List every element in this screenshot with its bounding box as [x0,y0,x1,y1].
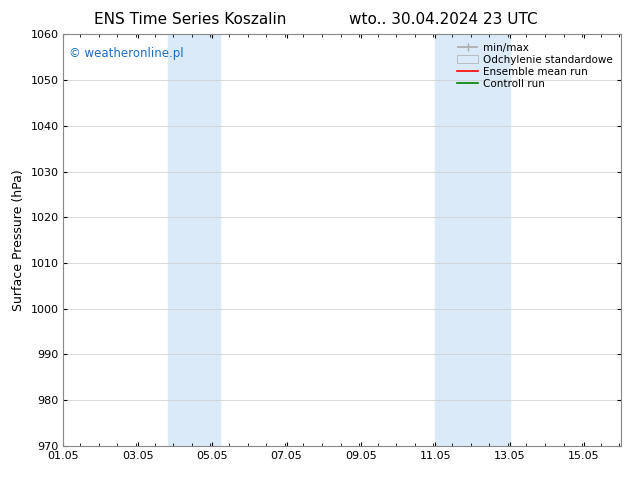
Y-axis label: Surface Pressure (hPa): Surface Pressure (hPa) [12,169,25,311]
Text: © weatheronline.pl: © weatheronline.pl [69,47,184,60]
Bar [167,34,219,446]
Legend: min/max, Odchylenie standardowe, Ensemble mean run, Controll run: min/max, Odchylenie standardowe, Ensembl… [454,40,616,92]
Text: wto.. 30.04.2024 23 UTC: wto.. 30.04.2024 23 UTC [349,12,538,27]
Bar [436,34,510,446]
Text: ENS Time Series Koszalin: ENS Time Series Koszalin [94,12,287,27]
